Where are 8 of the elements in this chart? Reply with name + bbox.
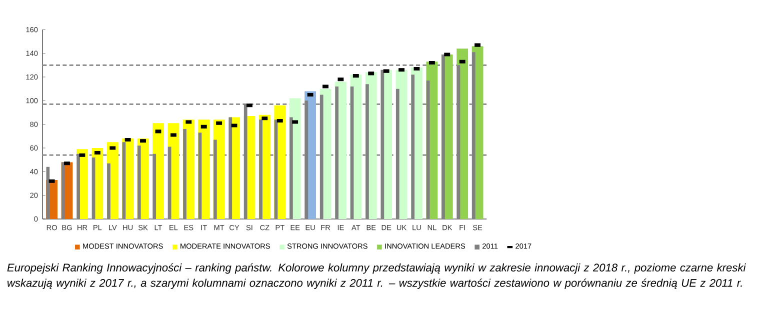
bar [122,142,126,219]
bar [107,163,110,219]
bar [290,117,293,219]
text: Europejski Ranking Innowacyjności – ranking państw. Kolorowe kolumny przedstawiają wyniki w zakresie innowacji z 2018 r., poziome czarne kreski wskazują wyniki z 2017 r., a szarymi kolumnami oznaczono wyniki z 2011 r. – wszystkie wartości zestawiono w porównaniu ze średnią UE z 2011 r. [7,263,746,290]
bar [228,117,232,219]
bar [396,88,400,219]
bar [61,162,65,219]
bar [92,157,96,219]
